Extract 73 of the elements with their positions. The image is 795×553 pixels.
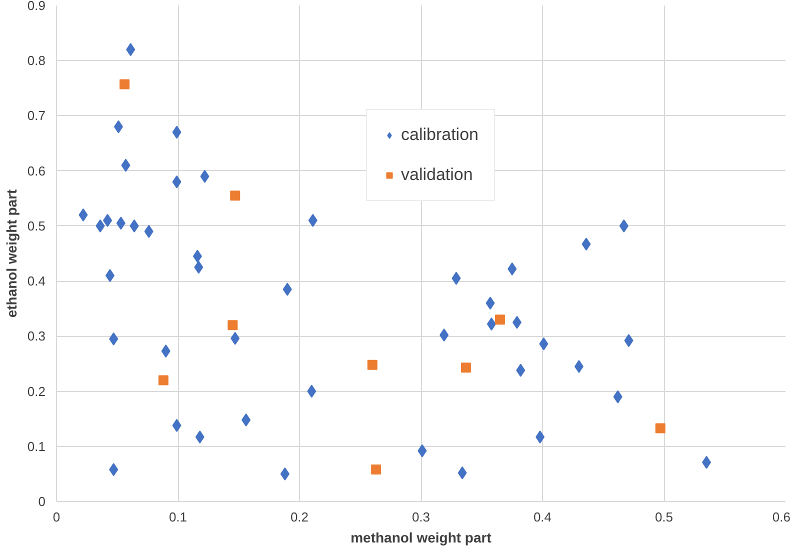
point <box>508 262 517 276</box>
y-tick-label: 0.5 <box>27 218 46 234</box>
point <box>452 272 461 285</box>
point <box>440 328 449 342</box>
point <box>367 360 378 370</box>
y-tick-label: 0.4 <box>27 274 46 289</box>
x-tick-label: 0.5 <box>654 510 674 524</box>
point <box>613 390 622 404</box>
point <box>109 332 118 346</box>
point <box>307 384 316 398</box>
point <box>282 282 292 296</box>
point <box>230 190 240 201</box>
point <box>702 456 712 469</box>
x-tick-label: 0.3 <box>412 510 430 524</box>
point <box>539 337 548 350</box>
point <box>582 238 591 251</box>
point <box>516 364 526 377</box>
x-tick-label: 0.4 <box>533 510 552 524</box>
point <box>280 467 290 480</box>
point <box>96 219 105 232</box>
point <box>308 214 318 227</box>
point <box>458 466 467 480</box>
point <box>192 250 202 263</box>
point <box>512 316 522 329</box>
point <box>460 362 471 373</box>
point <box>194 260 204 274</box>
point <box>574 360 584 373</box>
point <box>242 413 251 426</box>
y-axis-title: ethanol weight part <box>3 188 20 318</box>
point <box>486 296 495 310</box>
legend-label: validation <box>401 165 473 185</box>
point <box>172 418 182 432</box>
point <box>619 219 628 232</box>
point <box>195 430 204 444</box>
point <box>130 219 139 232</box>
point <box>624 334 634 348</box>
point <box>158 375 168 386</box>
point <box>371 464 382 475</box>
point <box>161 344 170 358</box>
point <box>109 463 118 476</box>
point <box>172 175 182 188</box>
point <box>105 269 114 282</box>
point <box>126 43 136 56</box>
point <box>120 79 130 90</box>
x-tick-label: 0.2 <box>290 510 309 524</box>
y-tick-label: 0.2 <box>27 384 46 399</box>
point <box>536 430 545 444</box>
point <box>172 126 182 139</box>
legend-label: calibration <box>401 125 478 145</box>
point <box>486 318 496 331</box>
x-tick-label: 0 <box>52 510 60 524</box>
point <box>494 314 505 325</box>
y-tick-label: 0.7 <box>27 108 46 124</box>
point <box>121 158 130 172</box>
y-tick-label: 0.8 <box>27 53 46 68</box>
point <box>116 216 126 230</box>
point <box>114 120 123 134</box>
x-tick-label: 0.1 <box>168 510 188 524</box>
point <box>78 208 88 222</box>
point <box>230 332 240 345</box>
y-tick-label: 0.1 <box>27 438 46 454</box>
point <box>103 214 112 227</box>
x-tick-label: 0.6 <box>772 510 791 524</box>
point <box>144 224 154 238</box>
point <box>655 423 666 434</box>
y-tick-label: 0 <box>38 494 46 509</box>
y-tick-label: 0.3 <box>27 328 46 344</box>
point <box>200 170 210 183</box>
x-axis-title: methanol weight part <box>350 530 492 546</box>
y-tick-label: 0.6 <box>27 163 46 178</box>
point <box>418 444 427 458</box>
point <box>228 320 238 330</box>
y-tick-label: 0.9 <box>27 0 46 13</box>
